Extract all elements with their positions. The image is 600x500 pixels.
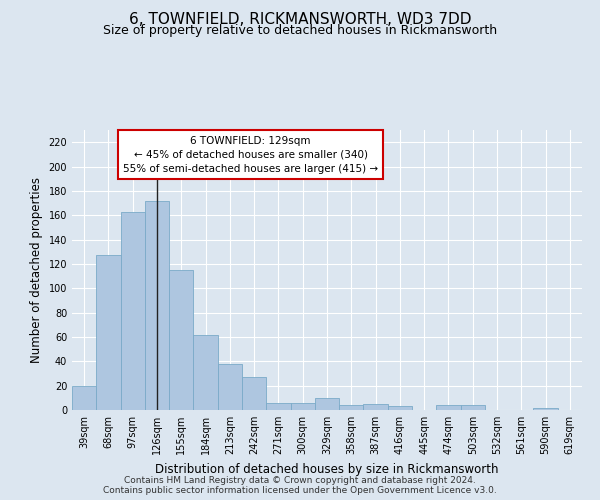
Bar [364,404,388,410]
Bar [533,408,558,410]
Bar [218,364,242,410]
Bar [290,402,315,410]
Bar [339,405,364,410]
Text: Contains HM Land Registry data © Crown copyright and database right 2024.: Contains HM Land Registry data © Crown c… [124,476,476,485]
Bar [145,200,169,410]
Bar [169,270,193,410]
Bar [461,405,485,410]
Text: Contains public sector information licensed under the Open Government Licence v3: Contains public sector information licen… [103,486,497,495]
Bar [388,406,412,410]
Text: 6 TOWNFIELD: 129sqm
← 45% of detached houses are smaller (340)
55% of semi-detac: 6 TOWNFIELD: 129sqm ← 45% of detached ho… [123,136,378,173]
Text: 6, TOWNFIELD, RICKMANSWORTH, WD3 7DD: 6, TOWNFIELD, RICKMANSWORTH, WD3 7DD [129,12,471,28]
Bar [266,402,290,410]
Bar [72,386,96,410]
X-axis label: Distribution of detached houses by size in Rickmansworth: Distribution of detached houses by size … [155,462,499,475]
Y-axis label: Number of detached properties: Number of detached properties [30,177,43,363]
Bar [436,405,461,410]
Bar [193,334,218,410]
Bar [315,398,339,410]
Bar [242,377,266,410]
Bar [96,256,121,410]
Text: Size of property relative to detached houses in Rickmansworth: Size of property relative to detached ho… [103,24,497,37]
Bar [121,212,145,410]
